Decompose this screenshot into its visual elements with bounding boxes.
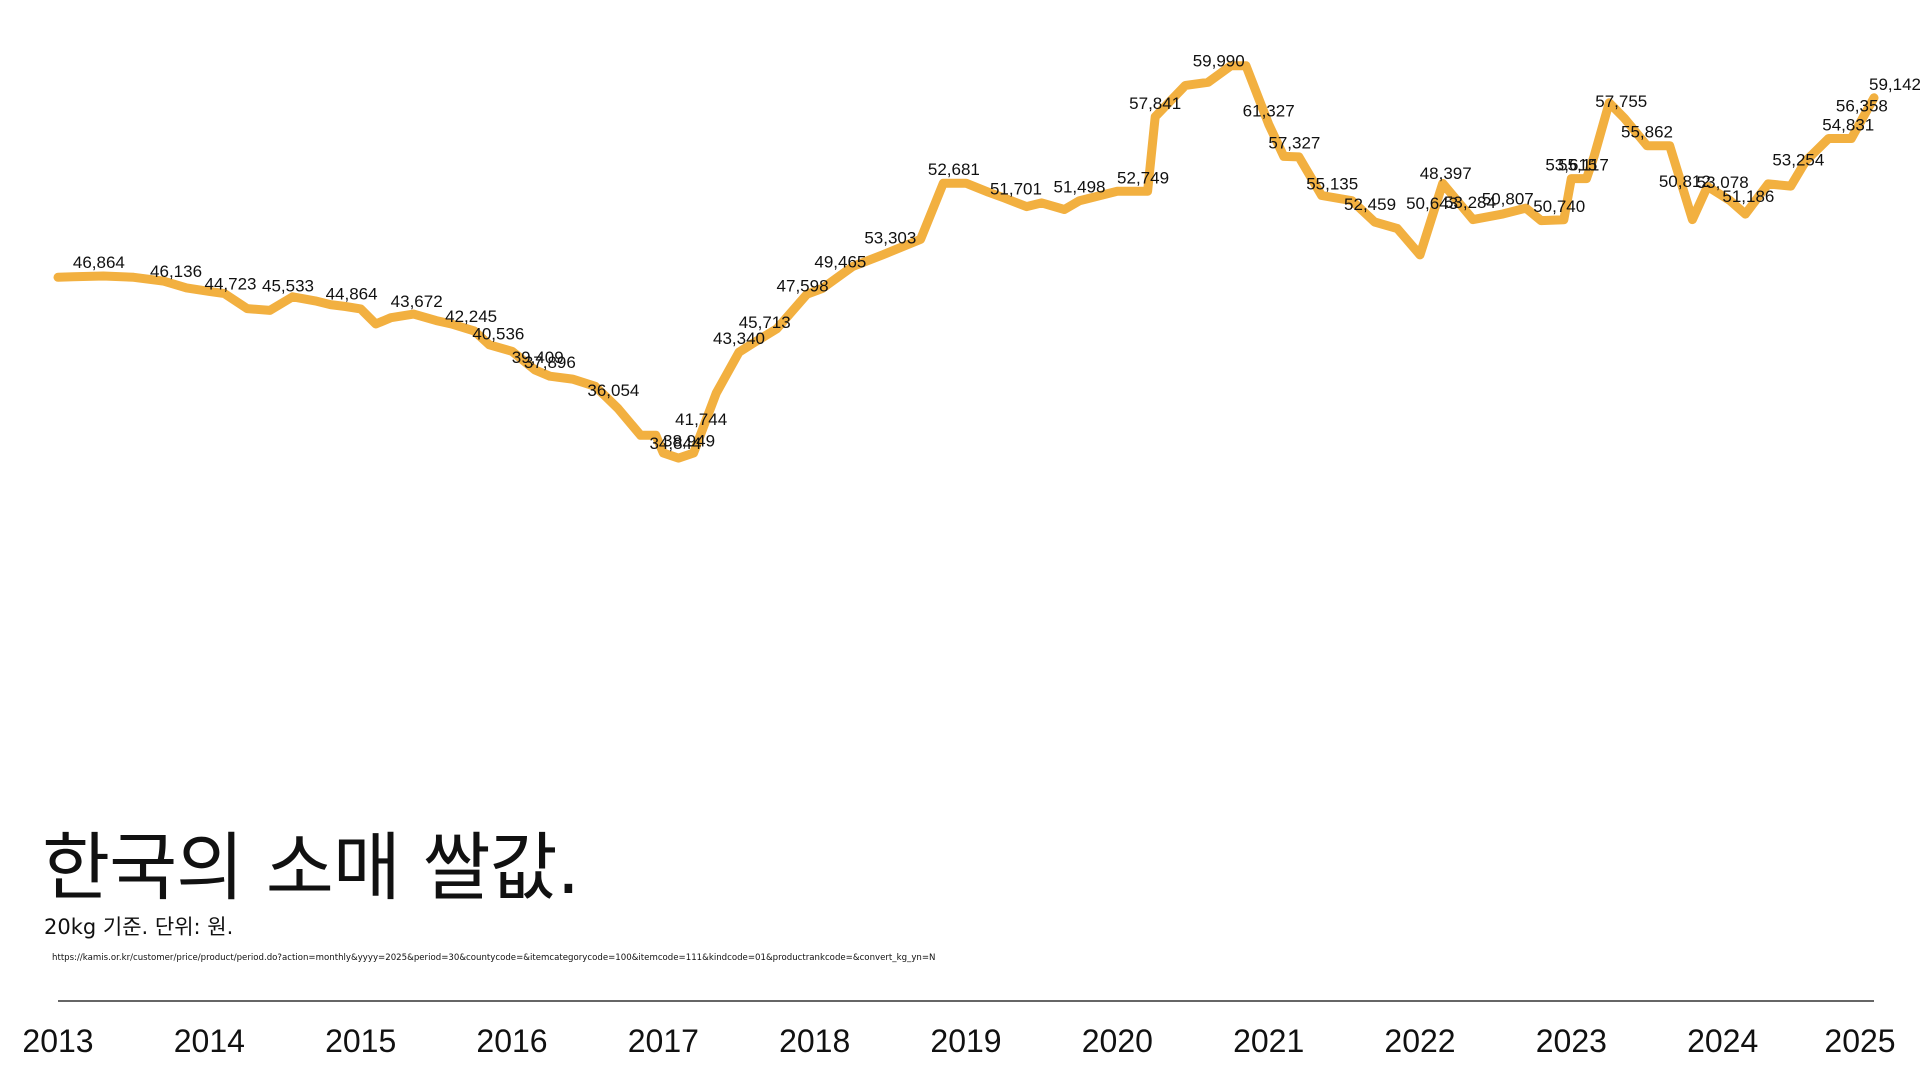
data-label: 59,990 — [1193, 52, 1245, 71]
data-label: 34,844 — [649, 434, 701, 453]
x-tick-label: 2018 — [779, 1023, 850, 1059]
data-label: 53,078 — [1697, 173, 1749, 192]
x-tick-label: 2021 — [1233, 1023, 1304, 1059]
x-tick-label: 2016 — [476, 1023, 547, 1059]
data-label: 43,340 — [713, 329, 765, 348]
data-label: 53,284 — [1444, 193, 1496, 212]
x-tick-label: 2014 — [174, 1023, 245, 1059]
x-tick-label: 2017 — [628, 1023, 699, 1059]
data-label: 49,465 — [814, 252, 866, 271]
data-label: 56,358 — [1836, 96, 1888, 115]
data-label: 45,713 — [739, 313, 791, 332]
data-label: 57,755 — [1595, 92, 1647, 111]
data-label: 45,533 — [262, 276, 314, 295]
x-tick-label: 2022 — [1384, 1023, 1455, 1059]
data-label: 61,327 — [1243, 101, 1295, 120]
x-tick-label: 2013 — [22, 1023, 93, 1059]
data-label: 41,744 — [675, 410, 727, 429]
x-tick-label: 2023 — [1536, 1023, 1607, 1059]
price-series-line — [53, 61, 1879, 463]
data-label: 52,749 — [1117, 168, 1169, 187]
data-label: 46,864 — [73, 253, 125, 272]
page-title: 한국의 소매 쌀값. — [42, 825, 580, 911]
data-label: 36,054 — [587, 381, 639, 400]
data-label: 57,327 — [1268, 134, 1320, 153]
data-label: 40,536 — [472, 324, 524, 343]
data-label: 53,303 — [864, 229, 916, 248]
data-label: 37,896 — [524, 353, 576, 372]
data-label: 55,862 — [1621, 123, 1673, 142]
data-label: 43,672 — [391, 292, 443, 311]
data-label: 48,397 — [1420, 164, 1472, 183]
data-label: 54,831 — [1822, 115, 1874, 134]
data-label: 52,681 — [928, 160, 980, 179]
data-label: 55,135 — [1306, 174, 1358, 193]
data-label: 44,723 — [205, 275, 257, 294]
data-label: 44,864 — [326, 284, 378, 303]
x-tick-label: 2025 — [1824, 1023, 1895, 1059]
data-label: 51,498 — [1054, 178, 1106, 197]
source-url: https://kamis.or.kr/customer/price/produ… — [52, 953, 936, 963]
data-label: 39,409 — [512, 348, 564, 367]
data-label: 42,245 — [445, 307, 497, 326]
data-label: 50,807 — [1482, 190, 1534, 209]
data-label: 52,459 — [1344, 195, 1396, 214]
x-tick-label: 2015 — [325, 1023, 396, 1059]
data-label: 46,136 — [150, 262, 202, 281]
data-label: 57,841 — [1129, 94, 1181, 113]
data-label: 59,142 — [1869, 75, 1920, 94]
x-tick-label: 2024 — [1687, 1023, 1758, 1059]
x-tick-labels: 2013 2014 2015 2016 2017 2018 2019 2020 2021 2022… — [22, 1023, 1895, 1059]
data-label: 53,254 — [1772, 150, 1824, 169]
data-label: 55,117 — [1558, 156, 1609, 175]
data-label: 50,740 — [1533, 197, 1585, 216]
data-label: 47,598 — [777, 276, 829, 295]
data-label: 51,186 — [1722, 187, 1774, 206]
x-tick-label: 2019 — [930, 1023, 1001, 1059]
data-label: 53,615 — [1545, 156, 1597, 175]
data-label: 50,812 — [1659, 172, 1711, 191]
unit-note: 20kg 기준. 단위: 원. — [44, 915, 234, 939]
x-tick-label: 2020 — [1082, 1023, 1153, 1059]
data-label: 38,949 — [663, 432, 715, 451]
data-label: 50,643 — [1406, 194, 1458, 213]
data-label: 51,701 — [990, 179, 1042, 198]
